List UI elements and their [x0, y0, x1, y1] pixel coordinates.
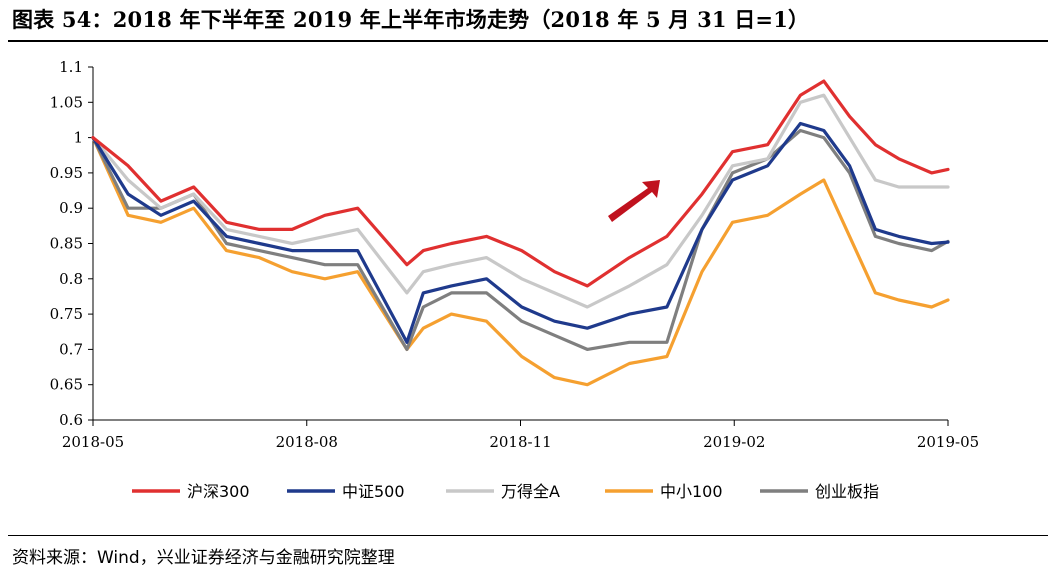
y-tick-label: 1.05 — [50, 93, 83, 111]
x-tick-label: 2019-05 — [917, 433, 979, 451]
series-line-1 — [91, 121, 950, 344]
series-line-0 — [91, 79, 950, 288]
title-divider — [8, 40, 1048, 42]
line-chart: 0.6 0.65 0.7 0.75 0.8 0.85 0.9 0.95 1 1.05 1.1 2018… — [50, 58, 980, 501]
y-tick-label: 0.7 — [59, 340, 83, 358]
series-line-2 — [91, 93, 950, 309]
y-tick-label: 0.95 — [50, 164, 83, 182]
legend-label-4: 创业板指 — [815, 482, 879, 501]
x-tick-label: 2018-08 — [276, 433, 338, 451]
y-tick-label: 0.85 — [50, 235, 83, 253]
y-tick-label: 0.6 — [59, 411, 83, 429]
x-tick-label: 2018-11 — [489, 433, 551, 451]
up-arrow-icon — [608, 180, 660, 222]
y-tick-label: 0.65 — [50, 376, 83, 394]
chart-title: 图表 54：2018 年下半年至 2019 年上半年市场走势（2018 年 5 … — [12, 7, 810, 32]
y-tick-label: 0.9 — [59, 199, 83, 217]
x-tick-label: 2019-02 — [703, 433, 765, 451]
y-tick-label: 0.8 — [59, 270, 83, 288]
x-tick-label: 2018-05 — [62, 433, 124, 451]
series-line-3 — [91, 136, 950, 387]
series-line-4 — [91, 128, 950, 351]
y-tick-label: 1 — [73, 129, 83, 147]
source-note: 资料来源：Wind，兴业证券经济与金融研究院整理 — [12, 548, 395, 568]
legend-label-2: 万得全A — [501, 482, 560, 501]
legend-label-3: 中小100 — [660, 482, 723, 501]
source-divider — [8, 535, 1048, 536]
y-tick-label: 0.75 — [50, 305, 83, 323]
legend-label-1: 中证500 — [342, 482, 405, 501]
legend-label-0: 沪深300 — [187, 482, 250, 501]
y-tick-label: 1.1 — [59, 58, 83, 76]
